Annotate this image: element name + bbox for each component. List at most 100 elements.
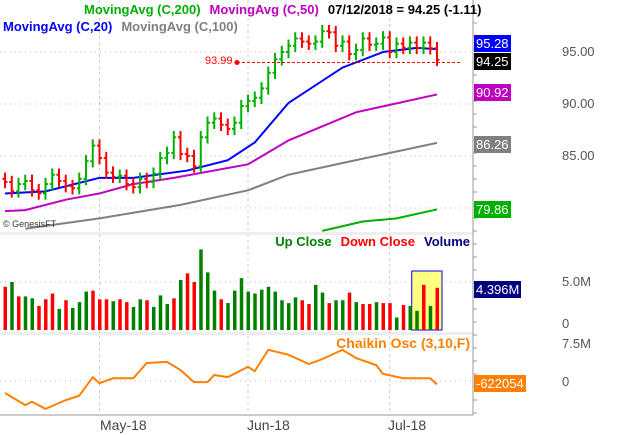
volume-bar xyxy=(401,305,406,330)
price-bar xyxy=(83,154,89,186)
volume-bar xyxy=(145,300,149,330)
volume-bar xyxy=(428,306,433,330)
volume-bar xyxy=(266,286,271,330)
price-bar xyxy=(205,116,210,144)
volume-bar xyxy=(50,293,55,330)
volume-bar xyxy=(91,290,95,330)
reference-label: 93.99 xyxy=(205,55,233,67)
volume-bar xyxy=(30,298,34,330)
volume-bar xyxy=(314,284,318,330)
volume-bar xyxy=(185,273,190,330)
chaikin-legend: Chaikin Osc (3,10,F) xyxy=(336,335,470,351)
volume-bar xyxy=(152,306,156,330)
volume-bar xyxy=(179,280,183,330)
legend-chaikin: Chaikin Osc (3,10,F) xyxy=(336,335,470,351)
price-bar xyxy=(252,91,258,108)
ma20-value-label: 95.28 xyxy=(474,35,511,52)
price-bar xyxy=(292,32,298,52)
volume-bar xyxy=(388,303,392,330)
volume-bar xyxy=(23,296,28,330)
volume-bar xyxy=(10,282,14,330)
volume-bar xyxy=(64,300,68,330)
volume-bar xyxy=(233,290,237,330)
ma100-value-label: 86.26 xyxy=(474,136,511,153)
volume-bar xyxy=(354,302,358,330)
price-bar xyxy=(326,24,332,39)
volume-bar xyxy=(3,286,7,330)
legend-volume: Volume xyxy=(424,234,470,249)
copyright: © GenesisFT xyxy=(3,219,57,229)
legend-row-1: MovingAvg (C,200) MovingAvg (C,50) 07/12… xyxy=(84,2,481,17)
volume-bar xyxy=(347,292,352,330)
moving-average-line-ma20 xyxy=(4,46,438,195)
volume-bar xyxy=(415,310,419,330)
panel-divider xyxy=(0,332,473,335)
legend-down-close: Down Close xyxy=(340,234,415,249)
volume-bar xyxy=(131,306,136,330)
volume-bar xyxy=(395,317,399,330)
price-bar xyxy=(286,39,291,59)
price-bar xyxy=(49,168,55,191)
volume-bar xyxy=(273,291,277,330)
price-bar xyxy=(29,174,35,197)
price-bar xyxy=(178,131,183,161)
volume-bar xyxy=(280,300,284,330)
volume-bar xyxy=(422,284,426,330)
legend-ma20: MovingAvg (C,20) xyxy=(3,19,113,34)
chaikin-line xyxy=(4,348,438,410)
price-bar xyxy=(16,177,21,198)
volume-bar xyxy=(77,302,82,330)
price-bar xyxy=(265,66,271,95)
volume-bar xyxy=(84,291,88,330)
moving-average-line-ma100 xyxy=(25,141,438,230)
volume-bar xyxy=(307,304,311,330)
volume-bar xyxy=(111,301,115,330)
price-bar xyxy=(198,131,204,173)
price-bar xyxy=(151,167,156,189)
ytick-85: 85.00 xyxy=(562,148,595,163)
chaikin-value-label: -622054 xyxy=(474,375,526,392)
price-bar xyxy=(306,35,312,50)
price-bar xyxy=(299,32,305,48)
xtick-may: May-18 xyxy=(100,417,147,433)
volume-bar xyxy=(165,304,169,330)
volume-bar xyxy=(98,299,102,330)
price-bar xyxy=(56,168,62,188)
ytick-chaikin-0: 0 xyxy=(562,374,570,389)
legend-row-2: MovingAvg (C,20) MovingAvg (C,100) xyxy=(3,19,238,34)
volume-bar xyxy=(408,306,412,330)
price-bar xyxy=(117,169,123,184)
price-bar xyxy=(394,37,399,59)
ytick-95: 95.00 xyxy=(562,44,595,59)
legend-ma200: MovingAvg (C,200) xyxy=(84,2,201,17)
price-bar xyxy=(70,179,75,195)
price-bar xyxy=(90,139,96,168)
price-bar xyxy=(319,24,325,48)
volume-bar xyxy=(320,292,325,330)
price-bar xyxy=(2,172,8,189)
price-bar xyxy=(245,94,251,113)
price-bar xyxy=(333,26,339,52)
ma50-value-label: 90.92 xyxy=(474,84,511,101)
price-bar xyxy=(353,43,359,61)
price-bar xyxy=(427,36,433,55)
ytick-volume-5m: 5.0M xyxy=(562,274,591,289)
price-bar xyxy=(211,112,217,129)
price-bar xyxy=(144,172,150,189)
volume-bar xyxy=(44,299,48,330)
volume-bar xyxy=(368,304,372,330)
moving-average-line-ma200 xyxy=(322,208,438,232)
price-bar xyxy=(367,32,372,51)
volume-bar xyxy=(293,297,298,330)
legend-ma50: MovingAvg (C,50) xyxy=(209,2,319,17)
price-bar xyxy=(340,35,345,52)
ytick-90: 90.00 xyxy=(562,96,595,111)
volume-bar xyxy=(435,287,439,330)
reference-dot xyxy=(234,60,240,66)
price-bar xyxy=(259,82,264,104)
volume-bar xyxy=(17,296,21,330)
price-bar xyxy=(9,175,15,198)
volume-bar xyxy=(300,300,304,330)
